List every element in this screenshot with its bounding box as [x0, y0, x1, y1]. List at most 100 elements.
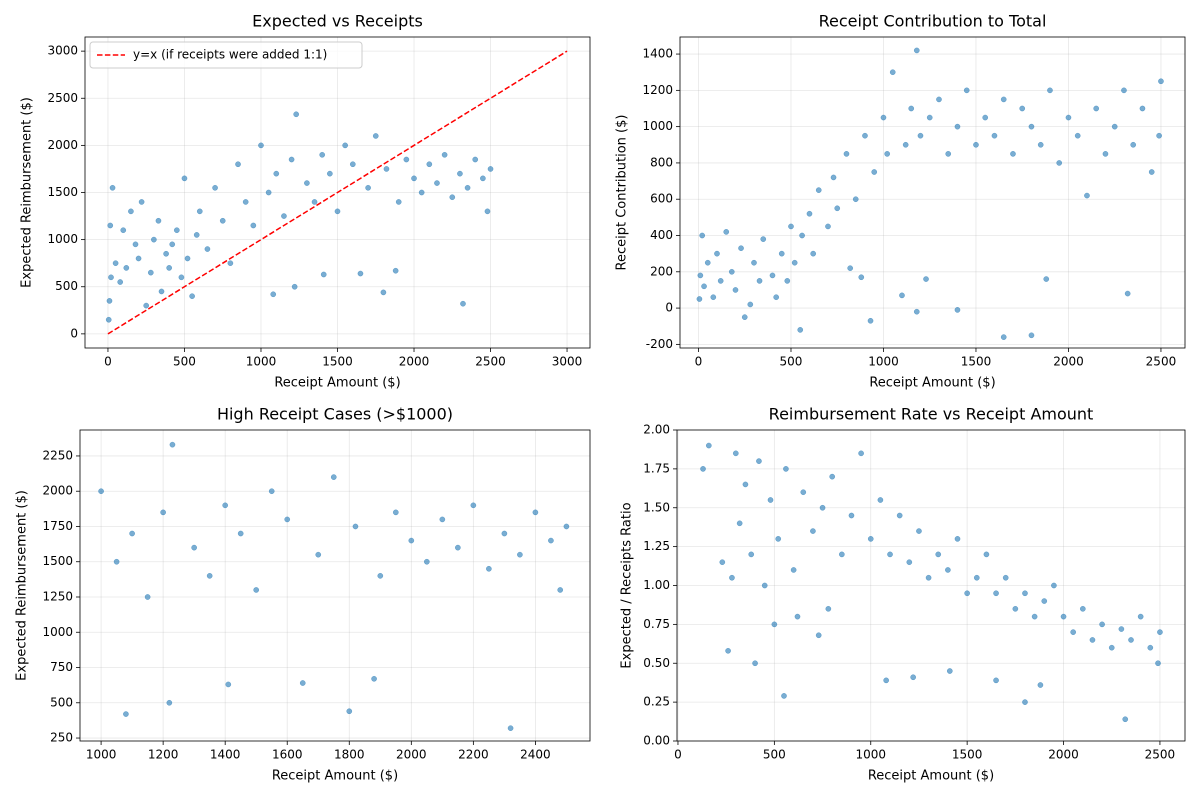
point — [1000, 96, 1007, 103]
point — [732, 287, 739, 293]
point — [166, 265, 173, 271]
point — [880, 114, 887, 121]
point — [867, 317, 874, 324]
y-tick-label: 3000 — [47, 44, 78, 58]
point — [1022, 590, 1028, 597]
point — [352, 523, 359, 530]
point — [788, 223, 794, 230]
y-axis-label: Receipt Contribution ($) — [615, 115, 630, 271]
point — [299, 680, 306, 686]
x-tick-label: 1000 — [86, 748, 117, 762]
point — [973, 141, 979, 148]
point — [193, 232, 200, 238]
point — [916, 528, 922, 534]
x-tick-label: 2500 — [1146, 355, 1177, 369]
point — [705, 442, 712, 449]
point — [548, 537, 554, 544]
y-axis-label: Expected Reimbursement ($) — [15, 490, 30, 681]
point — [993, 677, 999, 684]
point — [797, 327, 804, 333]
y-tick-label: 1000 — [642, 119, 673, 133]
x-tick-label: 0 — [695, 355, 703, 369]
points — [98, 441, 570, 732]
point — [557, 587, 564, 593]
point — [196, 208, 203, 215]
point — [517, 551, 523, 558]
point — [472, 156, 479, 163]
y-tick-label: 250 — [50, 731, 73, 745]
point — [725, 647, 731, 654]
point — [1111, 123, 1118, 130]
point — [117, 279, 124, 285]
point — [107, 222, 114, 229]
point — [326, 170, 333, 177]
point — [784, 278, 791, 284]
point — [838, 551, 845, 558]
y-tick-label: 1400 — [642, 47, 673, 61]
x-tick-label: 1500 — [952, 748, 983, 762]
point — [270, 291, 277, 298]
point — [710, 294, 717, 301]
point — [815, 632, 822, 639]
y-tick-label: 0 — [70, 326, 78, 340]
point — [1056, 160, 1063, 166]
point — [926, 114, 933, 121]
point — [729, 574, 735, 581]
point — [408, 537, 415, 544]
point — [135, 255, 142, 262]
point — [98, 488, 104, 495]
point — [752, 660, 758, 667]
point — [896, 512, 903, 519]
point — [747, 301, 754, 308]
x-tick-label: 1200 — [148, 748, 179, 762]
point — [973, 574, 980, 581]
point — [441, 151, 448, 158]
point — [946, 668, 953, 674]
point — [771, 621, 778, 628]
point — [704, 259, 711, 266]
axes-frame — [84, 36, 591, 349]
point — [320, 271, 327, 278]
point — [1130, 141, 1137, 148]
x-tick-label: 2000 — [396, 748, 427, 762]
point — [925, 574, 932, 581]
point — [790, 567, 797, 573]
point — [742, 481, 749, 488]
point — [439, 516, 446, 523]
point — [954, 536, 961, 542]
x-tick-label: 2000 — [1048, 748, 1079, 762]
point — [357, 270, 364, 277]
y-tick-label: 1250 — [42, 589, 73, 603]
point — [212, 184, 218, 191]
y-tick-label: 600 — [650, 192, 673, 206]
point — [470, 502, 477, 509]
point — [767, 497, 774, 503]
point — [858, 274, 865, 281]
point — [1031, 613, 1038, 620]
point — [906, 559, 913, 566]
x-tick-label: 1500 — [961, 355, 992, 369]
point — [169, 441, 176, 448]
point — [204, 246, 211, 252]
point — [1139, 105, 1146, 112]
point — [877, 497, 884, 503]
point — [1000, 334, 1007, 340]
points — [105, 50, 568, 335]
y-tick-label: 1500 — [47, 185, 78, 199]
point — [701, 283, 707, 290]
point — [288, 156, 295, 163]
point — [829, 473, 836, 480]
point — [862, 132, 868, 139]
y-axis-label: Expected Reimbursement ($) — [20, 97, 35, 288]
y-tick-label: 1750 — [42, 519, 73, 533]
point — [983, 551, 990, 558]
point — [189, 293, 195, 300]
point — [392, 509, 399, 516]
y-tick-label: 750 — [50, 660, 73, 674]
point — [723, 229, 730, 235]
point — [1157, 629, 1163, 636]
point — [222, 502, 229, 509]
point — [819, 504, 826, 511]
point — [1084, 192, 1090, 199]
point — [315, 551, 322, 558]
